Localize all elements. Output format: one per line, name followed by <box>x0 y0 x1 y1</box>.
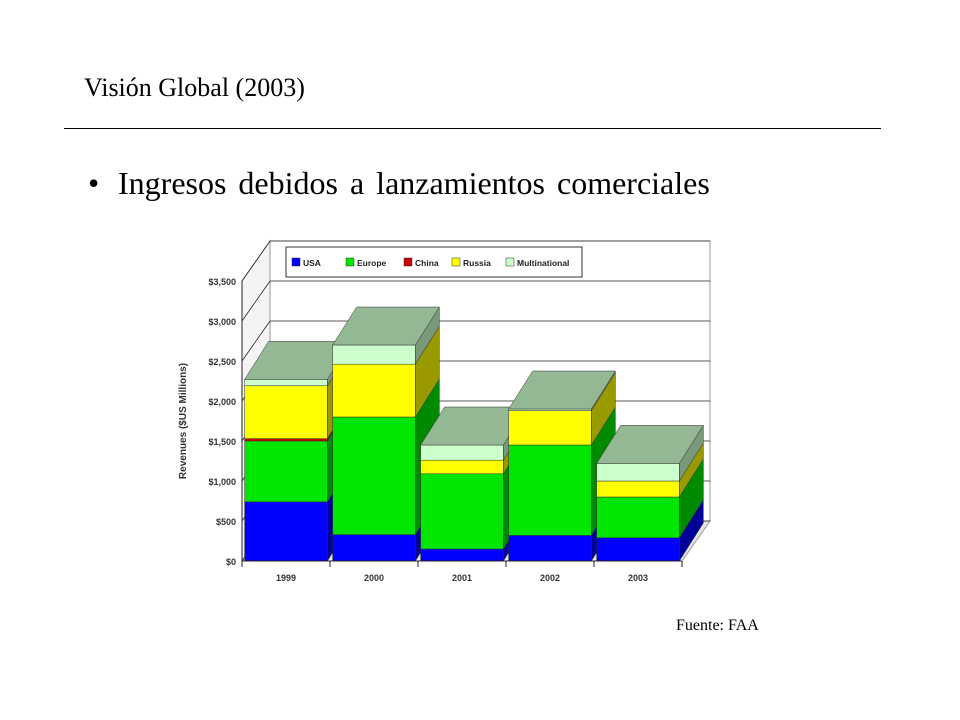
bar-stack-2003 <box>596 424 704 562</box>
bar-top <box>508 370 616 410</box>
bar-segment-front <box>420 473 504 550</box>
legend-swatch-multinational <box>505 257 515 267</box>
bar-segment-front <box>508 535 592 562</box>
y-tick-label: $500 <box>216 517 236 527</box>
bar-segment-russia <box>332 325 440 418</box>
bar-segment-front <box>596 537 680 562</box>
bar-segment-front <box>596 480 680 498</box>
bar-segment-front <box>420 548 504 562</box>
y-axis: $0 $500 $1,000 $1,500 $2,000 $2,500 $3,000 $3,5… <box>178 277 243 567</box>
bar-segment-usa <box>596 498 704 562</box>
gridline <box>241 240 710 282</box>
bar-segment-front <box>332 416 416 535</box>
legend-box <box>285 246 583 278</box>
bar-segment-front <box>508 410 592 446</box>
slide-title: Visión Global (2003) <box>84 73 305 102</box>
gridline <box>241 280 710 322</box>
legend-label-europe: Europe <box>357 258 387 268</box>
bar-segment-front <box>244 440 328 503</box>
legend-label-multinational: Multinational <box>517 258 569 268</box>
bar-segment-front <box>244 379 328 387</box>
bar-segment-multinational <box>596 424 704 482</box>
x-tick-label: 1999 <box>276 573 296 583</box>
bar-segment-europe <box>596 458 704 539</box>
y-tick-label: $0 <box>226 557 236 567</box>
y-tick-label: $3,500 <box>208 277 236 287</box>
bar-segment-multinational <box>332 306 440 366</box>
legend-swatch-china <box>403 257 413 267</box>
legend-label-china: China <box>415 258 439 268</box>
title-divider <box>64 128 881 129</box>
legend-swatch-russia <box>451 257 461 267</box>
bullet-icon: • <box>88 165 100 201</box>
bar-segment-front <box>244 385 328 439</box>
source-note: Fuente: FAA <box>676 617 759 634</box>
bar-segment-front <box>596 463 680 482</box>
bar-top <box>596 425 704 464</box>
bullet-text: Ingresos debidos a lanzamientos comercia… <box>118 165 710 201</box>
legend-label-usa: USA <box>303 258 321 268</box>
legend-label-russia: Russia <box>463 258 491 268</box>
y-tick-label: $2,000 <box>208 397 236 407</box>
revenue-stacked-bar-chart: $0 $500 $1,000 $1,500 $2,000 $2,500 $3,000 $3,5… <box>178 239 711 583</box>
bar-segment-front <box>508 444 592 536</box>
chart-legend: USA Europe China Russia Multinational <box>285 246 583 278</box>
bar-segment-russia <box>508 371 616 446</box>
y-tick-label: $3,000 <box>208 317 236 327</box>
x-tick-label: 2001 <box>452 573 472 583</box>
legend-swatch-usa <box>291 257 301 267</box>
y-tick-label: $1,500 <box>208 437 236 447</box>
y-tick-label: $2,500 <box>208 357 236 367</box>
gridline <box>241 320 710 362</box>
bar-segment-front <box>244 501 328 562</box>
bar-top <box>332 306 440 346</box>
bar-segment-front <box>244 438 328 442</box>
legend-swatch-europe <box>345 257 355 267</box>
x-tick-label: 2000 <box>364 573 384 583</box>
bar-segment-front <box>332 344 416 365</box>
bar-segment-front <box>332 363 416 418</box>
bar-segment-front <box>596 496 680 539</box>
x-tick-label: 2002 <box>540 573 560 583</box>
x-tick-label: 2003 <box>628 573 648 583</box>
y-axis-title: Revenues ($US Millions) <box>178 363 189 479</box>
bar-segment-front <box>332 534 416 562</box>
y-tick-label: $1,000 <box>208 477 236 487</box>
bar-segment-front <box>420 444 504 461</box>
x-axis: 1999 2000 2001 2002 2003 <box>241 560 683 583</box>
bullet-item: • Ingresos debidos a lanzamientos comerci… <box>88 163 710 203</box>
bar-segment-front <box>420 459 504 475</box>
bar-stacks <box>244 306 704 562</box>
